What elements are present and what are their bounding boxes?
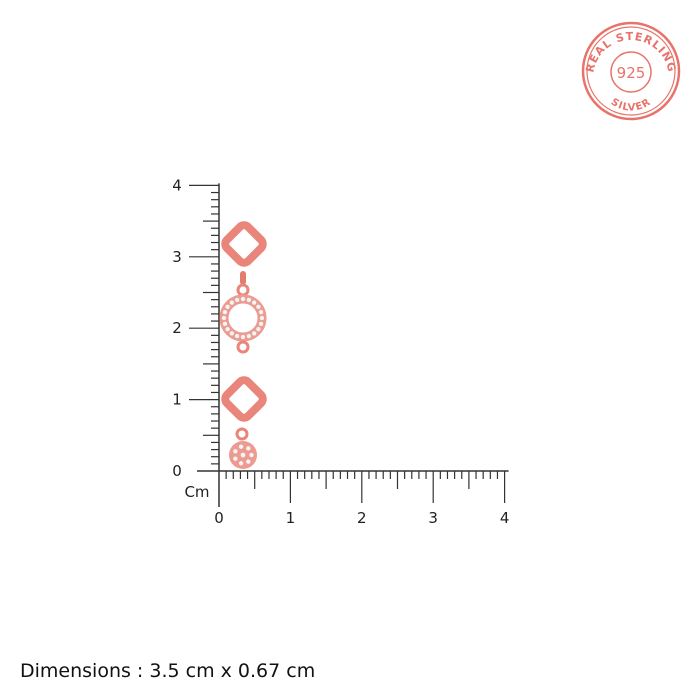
stone [240, 296, 246, 302]
x-tick-label: 1 [286, 509, 296, 527]
x-tick-label: 0 [214, 509, 224, 527]
stone [245, 458, 251, 465]
stone [234, 297, 240, 303]
stone [255, 304, 262, 310]
y-tick-label: 0 [172, 462, 182, 480]
earring [219, 221, 267, 469]
stone [258, 321, 264, 327]
x-tick-label: 4 [500, 509, 510, 527]
stone [229, 330, 235, 337]
stone [251, 330, 257, 337]
seal-center-text: 925 [617, 64, 646, 82]
jump-ring [235, 427, 249, 441]
pave-disc-drop [229, 441, 257, 469]
stone [245, 445, 251, 452]
y-tick-label: 4 [172, 176, 182, 194]
stone [238, 444, 244, 450]
jump-ring [240, 271, 246, 285]
x-tick-labels: 0 1 2 3 4 [214, 509, 509, 527]
sterling-silver-seal: REAL STERLING 925 SILVER [581, 21, 681, 121]
y-tick-label: 1 [172, 391, 182, 409]
stone [240, 334, 246, 340]
stone [221, 315, 227, 321]
stone-circle-link [219, 294, 267, 342]
stone [238, 460, 244, 466]
stone [224, 326, 231, 332]
unit-label: Cm [184, 483, 209, 501]
dimensions-text: Dimensions : 3.5 cm x 0.67 cm [20, 660, 316, 682]
stone [251, 299, 257, 306]
seal-bottom-text: SILVER [609, 97, 652, 114]
y-tick-label: 3 [172, 248, 182, 266]
stone [246, 333, 252, 339]
measurement-ruler [189, 183, 509, 507]
stone [258, 309, 264, 315]
stone [224, 304, 231, 310]
top-diamond-link [221, 221, 267, 267]
jump-ring [236, 283, 250, 297]
svg-text:SILVER: SILVER [609, 97, 653, 114]
stone [248, 452, 255, 458]
stone [229, 299, 235, 306]
stone [222, 321, 228, 327]
stone [240, 452, 246, 458]
bottom-diamond-link [221, 376, 267, 422]
jump-ring [236, 340, 250, 354]
stone [222, 309, 228, 315]
x-tick-label: 3 [428, 509, 438, 527]
stone [232, 448, 238, 454]
y-tick-label: 2 [172, 319, 182, 337]
stone [234, 333, 240, 339]
stone [246, 297, 252, 303]
stone [255, 326, 262, 332]
x-tick-label: 2 [357, 509, 367, 527]
stone [232, 456, 238, 462]
stone [259, 315, 265, 321]
y-tick-labels: 0 1 2 3 4 [172, 176, 182, 480]
